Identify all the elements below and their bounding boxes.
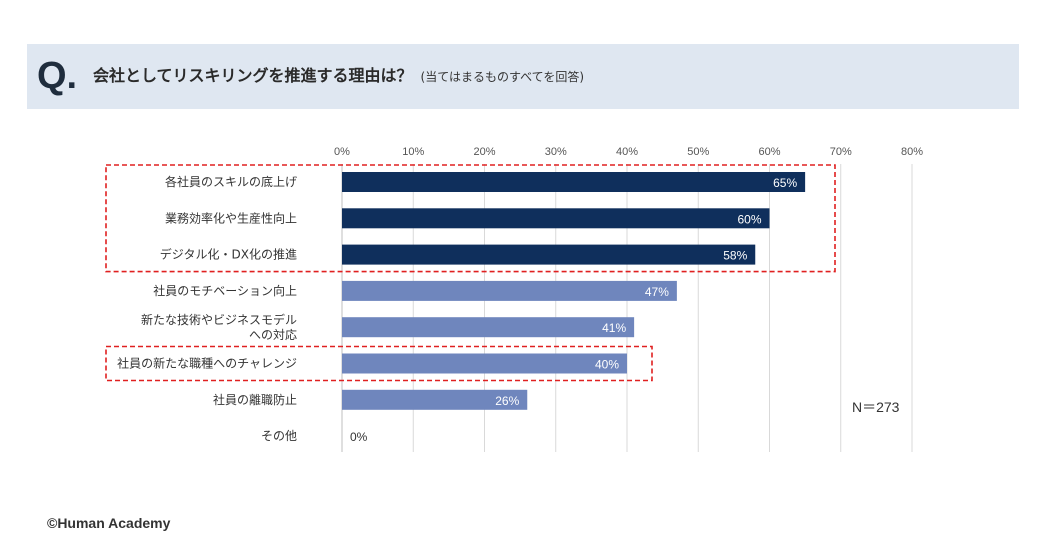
highlight-box [105,164,836,273]
x-tick-label: 20% [473,146,495,158]
value-label: 0% [350,430,368,444]
value-label: 41% [602,321,626,335]
bar [342,353,627,374]
bar [342,172,806,192]
sample-size-label: N＝273 [852,399,900,415]
question-banner: Q. 会社としてリスキリングを推進する理由は？ (当てはまるものすべてを回答) [27,44,1019,109]
x-tick-label: 60% [758,146,780,158]
bar [342,244,756,265]
highlight-box [105,345,653,382]
category-label: 新たな技術やビジネスモデルへの対応 [141,312,297,342]
value-label: 58% [723,249,747,263]
x-tick-label: 30% [545,146,567,158]
question-title-text: 会社としてリスキリングを推進する理由は？ [93,66,413,85]
category-label: 社員のモチベーション向上 [153,283,297,298]
x-tick-label: 10% [402,146,424,158]
copyright-label: ©Human Academy [47,515,171,531]
category-label: デジタル化・DX化の推進 [160,247,297,262]
category-label: 各社員のスキルの底上げ [165,174,297,189]
x-tick-label: 80% [901,146,923,158]
category-label: 社員の離職防止 [213,392,297,407]
value-label: 47% [645,285,669,299]
question-title: 会社としてリスキリングを推進する理由は？ (当てはまるものすべてを回答) [93,64,584,89]
bar [342,280,677,301]
value-label: 26% [495,394,519,408]
category-label-line: 新たな技術やビジネスモデル [141,312,297,327]
value-label: 40% [595,358,619,372]
bar [342,389,528,410]
x-tick-label: 70% [830,146,852,158]
category-label-line: への対応 [249,328,297,342]
x-tick-label: 0% [334,146,350,158]
category-label: その他 [261,429,297,443]
value-label: 65% [773,176,797,190]
category-label: 業務効率化や生産性向上 [165,210,297,225]
bar [342,317,635,338]
x-tick-label: 50% [687,146,709,158]
question-note: (当てはまるものすべてを回答) [420,70,585,84]
x-tick-label: 40% [616,146,638,158]
bar [342,208,770,229]
question-mark: Q. [37,55,78,97]
category-label: 社員の新たな職種へのチャレンジ [117,356,297,371]
value-label: 60% [737,212,761,226]
